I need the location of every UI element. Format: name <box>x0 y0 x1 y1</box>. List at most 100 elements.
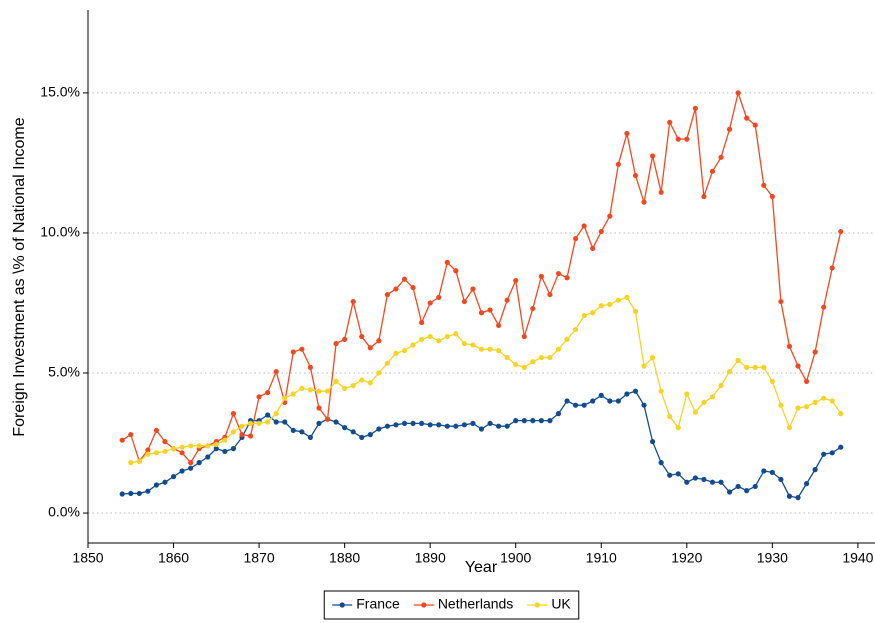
data-point <box>675 471 681 477</box>
data-point <box>744 364 750 370</box>
data-point <box>641 199 647 205</box>
data-point <box>128 490 134 497</box>
data-point <box>538 354 544 361</box>
data-point <box>401 420 408 427</box>
data-point <box>273 368 279 375</box>
data-point <box>128 432 134 438</box>
data-point <box>812 399 818 405</box>
data-point <box>153 450 160 456</box>
data-point <box>572 402 579 408</box>
data-point <box>513 277 519 284</box>
data-point <box>145 447 151 453</box>
data-point <box>239 423 245 429</box>
data-point <box>299 429 305 435</box>
data-point <box>170 446 177 452</box>
data-point <box>256 420 262 427</box>
data-point <box>213 441 219 448</box>
legend-marker <box>421 602 427 608</box>
data-point <box>658 189 664 195</box>
data-point <box>667 119 673 125</box>
data-point <box>829 398 835 404</box>
data-point <box>513 418 519 424</box>
data-point <box>145 451 151 457</box>
data-point <box>624 294 630 300</box>
data-point <box>726 368 733 375</box>
data-point <box>744 488 750 494</box>
data-point <box>136 490 142 497</box>
data-point <box>735 90 741 96</box>
data-point <box>812 467 818 473</box>
data-point <box>419 319 425 326</box>
data-point <box>179 444 185 450</box>
data-point <box>572 326 579 333</box>
data-point <box>752 364 758 370</box>
x-tick-label: 1890 <box>415 550 446 566</box>
data-point <box>555 411 562 417</box>
data-point <box>427 333 433 340</box>
data-point <box>222 437 228 443</box>
data-point <box>290 427 296 434</box>
data-point <box>684 391 690 397</box>
data-point <box>205 443 211 449</box>
data-point <box>744 115 750 121</box>
data-point <box>521 364 527 370</box>
data-point <box>607 301 613 307</box>
data-point <box>504 354 510 361</box>
y-axis-title: Foreign Investment as \% of National Inc… <box>11 117 28 436</box>
data-point <box>735 483 741 490</box>
data-point <box>607 213 613 219</box>
data-point <box>615 297 621 303</box>
data-point <box>273 419 279 425</box>
data-point <box>821 304 827 310</box>
data-point <box>709 479 716 485</box>
data-point <box>624 391 630 397</box>
data-point <box>282 419 288 425</box>
x-tick-label: 1880 <box>329 550 360 566</box>
data-point <box>572 235 579 242</box>
data-point <box>803 481 810 487</box>
data-point <box>436 422 442 428</box>
data-point <box>393 422 399 428</box>
data-point <box>359 377 365 383</box>
x-axis-title: Year <box>465 559 498 576</box>
data-point <box>205 454 211 460</box>
data-point <box>145 488 151 494</box>
data-point <box>718 479 724 485</box>
data-point <box>384 360 391 366</box>
data-point <box>478 426 485 432</box>
data-point <box>718 154 724 160</box>
y-tick-label: 5.0% <box>48 364 80 380</box>
data-point <box>778 298 784 305</box>
data-point <box>692 409 698 415</box>
data-point <box>367 380 373 386</box>
data-point <box>359 333 365 340</box>
data-point <box>170 474 177 480</box>
data-point <box>307 364 314 370</box>
data-point <box>153 427 160 434</box>
data-point <box>350 298 356 305</box>
data-point <box>316 420 322 427</box>
data-point <box>162 448 168 455</box>
data-point <box>367 345 373 351</box>
data-point <box>590 245 596 251</box>
data-point <box>538 418 544 424</box>
legend-item: UK <box>527 596 571 612</box>
data-point <box>265 412 271 418</box>
data-point <box>701 476 707 483</box>
data-point <box>179 450 185 456</box>
data-point <box>299 346 305 352</box>
data-point <box>555 270 562 277</box>
data-point <box>829 450 835 456</box>
data-point <box>265 389 271 396</box>
data-point <box>838 444 844 450</box>
series-line <box>122 390 842 499</box>
data-point <box>367 432 373 438</box>
data-point <box>213 446 219 452</box>
data-point <box>504 297 510 303</box>
data-point <box>795 405 801 411</box>
data-point <box>590 310 596 316</box>
data-point <box>547 418 553 424</box>
data-point <box>427 422 433 428</box>
data-point <box>153 482 160 488</box>
data-point <box>564 398 570 404</box>
